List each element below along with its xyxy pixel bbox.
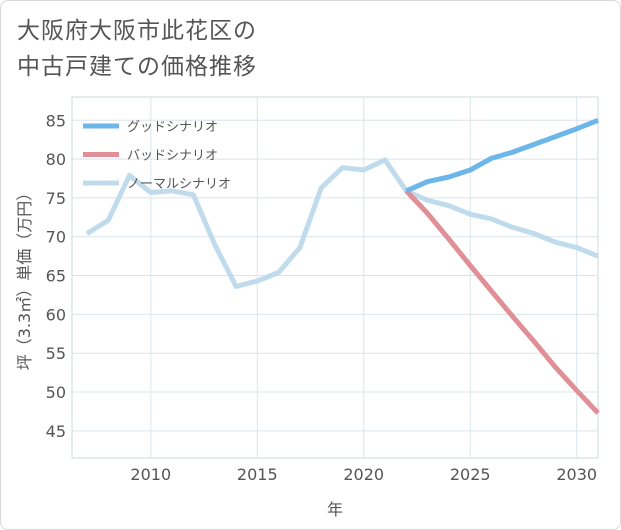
title-line-2: 中古戸建ての価格推移 — [17, 54, 257, 80]
y-tick-label: 75 — [46, 189, 66, 208]
y-tick-label: 70 — [46, 228, 66, 247]
chart-title: 大阪府大阪市此花区の 中古戸建ての価格推移 — [17, 13, 257, 85]
legend-good-label: グッドシナリオ — [127, 120, 218, 135]
title-line-1: 大阪府大阪市此花区の — [17, 18, 257, 44]
x-tick-label: 2010 — [130, 465, 171, 484]
x-tick-label: 2020 — [343, 465, 384, 484]
grid-lines — [72, 97, 598, 458]
x-tick-label: 2015 — [237, 465, 278, 484]
bad-scenario-line — [404, 189, 600, 415]
y-tick-label: 55 — [46, 344, 66, 363]
y-tick-labels: 45 50 55 60 65 70 75 80 85 — [46, 111, 66, 441]
y-tick-label: 50 — [46, 383, 66, 402]
y-tick-label: 65 — [46, 267, 66, 286]
x-tick-label: 2030 — [556, 465, 597, 484]
legend-normal-label: ノーマルシナリオ — [127, 177, 231, 192]
y-tick-label: 80 — [46, 150, 66, 169]
x-tick-label: 2025 — [450, 465, 491, 484]
series-lines — [85, 117, 600, 415]
legend-bad-label: バッドシナリオ — [127, 149, 218, 164]
y-axis-label: 坪（3.3㎡）単価（万円） — [15, 185, 34, 370]
x-axis-label: 年 — [327, 500, 343, 519]
x-tick-labels: 2010 2015 2020 2025 2030 — [130, 465, 597, 484]
plot-area — [71, 96, 599, 459]
normal-scenario-line — [85, 157, 599, 289]
good-scenario-line — [405, 117, 599, 194]
y-tick-label: 60 — [46, 305, 66, 324]
y-tick-label: 45 — [46, 422, 66, 441]
y-tick-label: 85 — [46, 111, 66, 130]
